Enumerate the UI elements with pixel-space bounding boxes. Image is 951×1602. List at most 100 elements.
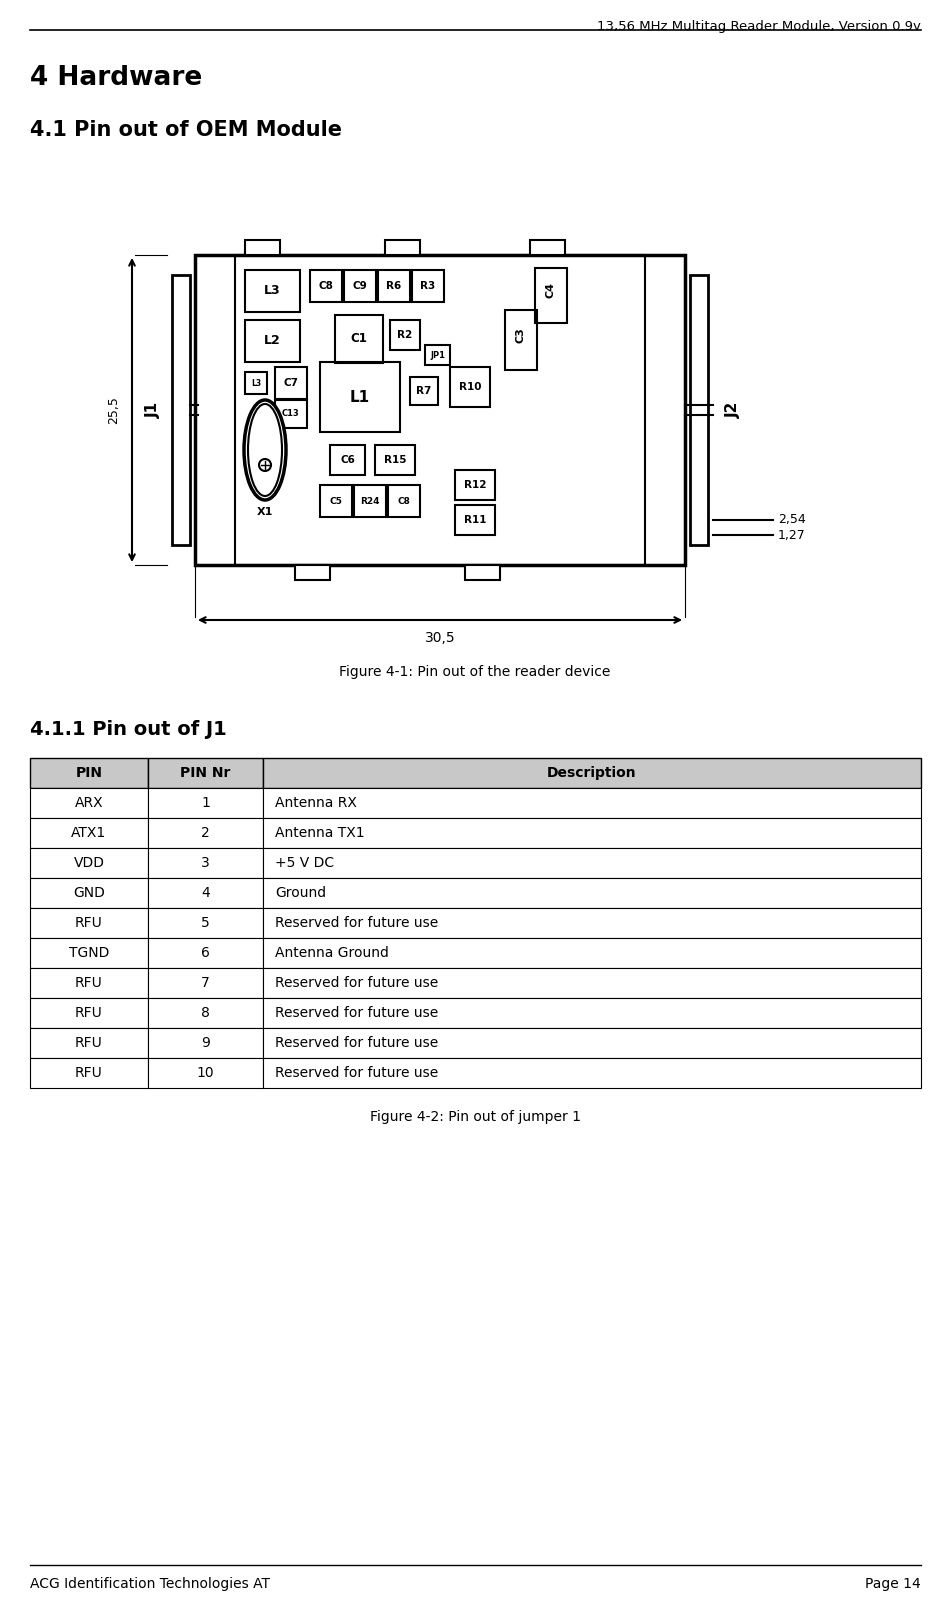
- Text: PIN: PIN: [75, 766, 103, 780]
- Bar: [410, 376, 438, 405]
- Bar: [275, 400, 307, 428]
- Bar: [30, 788, 148, 819]
- Text: 4 Hardware: 4 Hardware: [30, 66, 203, 91]
- Ellipse shape: [248, 404, 282, 497]
- Bar: [245, 320, 300, 362]
- Text: RFU: RFU: [75, 1036, 103, 1049]
- Bar: [263, 1028, 921, 1057]
- Text: R15: R15: [384, 455, 406, 465]
- Bar: [385, 240, 420, 255]
- Text: Reserved for future use: Reserved for future use: [275, 976, 438, 990]
- Text: C13: C13: [282, 410, 300, 418]
- Text: R6: R6: [386, 280, 401, 292]
- Text: 2,54: 2,54: [778, 514, 805, 527]
- Text: Reserved for future use: Reserved for future use: [275, 916, 438, 931]
- Bar: [148, 939, 263, 968]
- Text: GND: GND: [73, 886, 105, 900]
- Bar: [530, 240, 565, 255]
- Text: RFU: RFU: [75, 976, 103, 990]
- Bar: [30, 847, 148, 878]
- Bar: [148, 878, 263, 908]
- Text: 9: 9: [201, 1036, 210, 1049]
- Text: Antenna Ground: Antenna Ground: [275, 947, 389, 960]
- Bar: [388, 485, 420, 517]
- Bar: [195, 255, 685, 566]
- Bar: [690, 276, 708, 545]
- Text: C3: C3: [516, 327, 526, 343]
- Text: 7: 7: [201, 976, 210, 990]
- Bar: [354, 485, 386, 517]
- Text: Figure 4-2: Pin out of jumper 1: Figure 4-2: Pin out of jumper 1: [370, 1110, 580, 1125]
- Text: C9: C9: [353, 280, 367, 292]
- Bar: [390, 320, 420, 349]
- Bar: [412, 271, 444, 303]
- Text: 4: 4: [201, 886, 210, 900]
- Bar: [455, 469, 495, 500]
- Bar: [148, 998, 263, 1028]
- Bar: [320, 485, 352, 517]
- Bar: [263, 847, 921, 878]
- Text: 8: 8: [201, 1006, 210, 1020]
- Text: J1: J1: [146, 402, 161, 418]
- Text: 30,5: 30,5: [425, 631, 456, 646]
- Text: L3: L3: [264, 285, 281, 298]
- Text: ACG Identification Technologies AT: ACG Identification Technologies AT: [30, 1576, 270, 1591]
- Text: Antenna RX: Antenna RX: [275, 796, 357, 811]
- Bar: [30, 968, 148, 998]
- Text: R2: R2: [398, 330, 413, 340]
- Text: TGND: TGND: [68, 947, 109, 960]
- Text: Figure 4-1: Pin out of the reader device: Figure 4-1: Pin out of the reader device: [340, 665, 611, 679]
- Text: Page 14: Page 14: [865, 1576, 921, 1591]
- Text: RFU: RFU: [75, 916, 103, 931]
- Text: L1: L1: [350, 389, 370, 404]
- Bar: [148, 758, 263, 788]
- Text: PIN Nr: PIN Nr: [181, 766, 231, 780]
- Text: VDD: VDD: [73, 855, 105, 870]
- Text: 1: 1: [201, 796, 210, 811]
- Text: R7: R7: [417, 386, 432, 396]
- Text: RFU: RFU: [75, 1065, 103, 1080]
- Text: R12: R12: [464, 481, 486, 490]
- Text: C6: C6: [340, 455, 355, 465]
- Bar: [263, 758, 921, 788]
- Circle shape: [259, 460, 271, 471]
- Text: JP1: JP1: [430, 351, 445, 359]
- Text: 2: 2: [201, 827, 210, 839]
- Bar: [450, 367, 490, 407]
- Bar: [263, 968, 921, 998]
- Text: J2: J2: [726, 402, 741, 418]
- Bar: [148, 908, 263, 939]
- Text: ARX: ARX: [75, 796, 104, 811]
- Text: 5: 5: [201, 916, 210, 931]
- Text: Reserved for future use: Reserved for future use: [275, 1006, 438, 1020]
- Text: 4.1.1 Pin out of J1: 4.1.1 Pin out of J1: [30, 719, 226, 739]
- Text: RFU: RFU: [75, 1006, 103, 1020]
- Text: Ground: Ground: [275, 886, 326, 900]
- Bar: [335, 316, 383, 364]
- Bar: [235, 255, 645, 566]
- Bar: [263, 878, 921, 908]
- Text: 25,5: 25,5: [107, 396, 121, 425]
- Bar: [148, 847, 263, 878]
- Bar: [148, 788, 263, 819]
- Text: 4.1 Pin out of OEM Module: 4.1 Pin out of OEM Module: [30, 120, 342, 139]
- Bar: [263, 908, 921, 939]
- Bar: [344, 271, 376, 303]
- Bar: [535, 268, 567, 324]
- Bar: [30, 758, 148, 788]
- Text: C8: C8: [398, 497, 411, 506]
- Bar: [30, 998, 148, 1028]
- Text: L2: L2: [264, 335, 281, 348]
- Bar: [378, 271, 410, 303]
- Text: C5: C5: [330, 497, 342, 506]
- Text: C7: C7: [283, 378, 299, 388]
- Text: C1: C1: [351, 333, 367, 346]
- Text: 13,56 MHz Multitag Reader Module, Version 0.9v: 13,56 MHz Multitag Reader Module, Versio…: [597, 19, 921, 34]
- Bar: [375, 445, 415, 476]
- Text: Description: Description: [547, 766, 637, 780]
- Bar: [30, 1057, 148, 1088]
- Bar: [465, 566, 500, 580]
- Bar: [245, 240, 280, 255]
- Text: R10: R10: [458, 381, 481, 392]
- Text: 3: 3: [201, 855, 210, 870]
